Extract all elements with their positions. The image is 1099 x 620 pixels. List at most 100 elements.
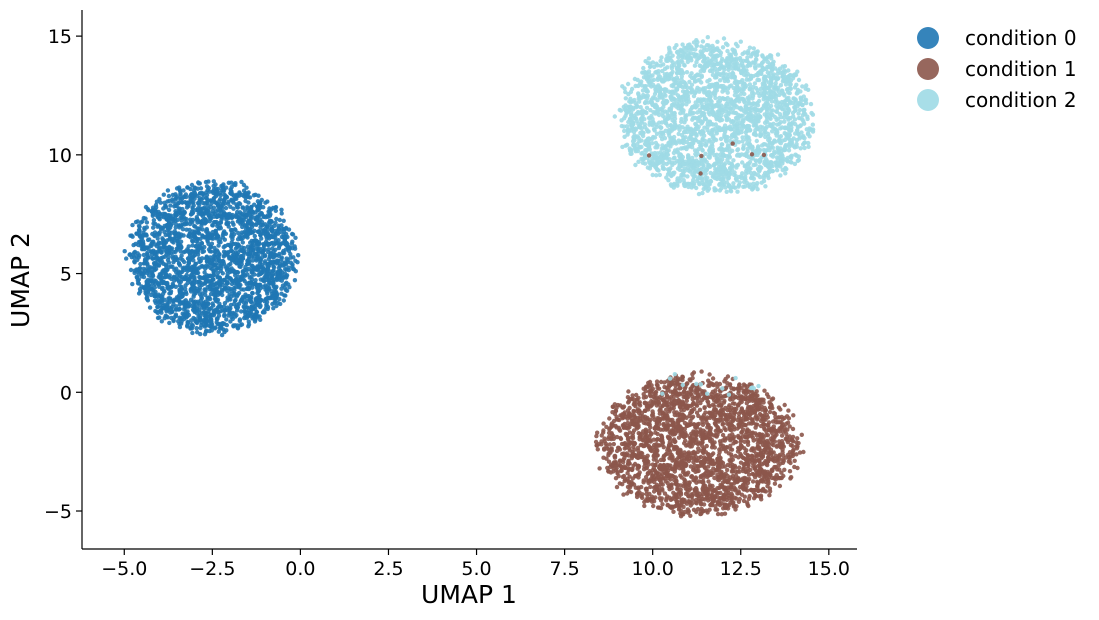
data-point (643, 438, 649, 443)
data-point (271, 306, 276, 311)
data-point (187, 227, 192, 233)
data-point (696, 464, 701, 470)
data-point (704, 491, 709, 496)
data-point (249, 274, 254, 279)
data-point (207, 262, 212, 267)
data-point (739, 443, 744, 449)
data-point (708, 460, 713, 465)
data-point (173, 192, 178, 197)
data-point (669, 401, 675, 407)
data-point (706, 383, 711, 388)
data-point (235, 237, 241, 242)
data-point (732, 439, 738, 444)
data-point (159, 319, 164, 324)
data-point (174, 186, 180, 191)
data-point (669, 482, 674, 487)
data-point (215, 233, 220, 238)
data-point (251, 245, 256, 250)
data-point (163, 313, 168, 318)
data-point (218, 240, 223, 245)
data-point (695, 506, 701, 512)
data-point (730, 432, 735, 437)
data-point (217, 198, 222, 204)
data-point (689, 409, 695, 414)
data-point (200, 190, 205, 196)
data-point (733, 395, 738, 400)
data-point (597, 466, 602, 471)
data-point (204, 273, 210, 278)
data-point (675, 445, 680, 451)
data-point (731, 387, 736, 392)
data-point (242, 305, 247, 310)
data-point (759, 413, 764, 418)
data-point (135, 281, 141, 286)
data-point (719, 469, 724, 475)
data-point (668, 389, 673, 394)
data-point (206, 231, 212, 236)
data-point (250, 250, 255, 256)
data-point (650, 477, 656, 482)
data-point (725, 421, 730, 426)
data-point (179, 300, 184, 305)
data-point (730, 419, 735, 424)
data-point (213, 228, 218, 234)
data-point (613, 467, 619, 473)
data-point (199, 241, 205, 246)
data-point (168, 203, 173, 208)
data-point (167, 221, 172, 227)
data-point (656, 505, 662, 510)
data-point (263, 277, 269, 283)
data-point (694, 395, 699, 400)
data-point (165, 257, 171, 263)
data-point (633, 403, 638, 409)
data-point (160, 300, 165, 306)
data-point (240, 270, 245, 275)
data-point (224, 328, 229, 333)
data-point (156, 231, 161, 236)
data-point (225, 242, 231, 248)
data-point (178, 256, 183, 261)
data-point (229, 234, 234, 239)
data-point (771, 424, 776, 429)
data-point (282, 235, 287, 240)
data-point (214, 317, 220, 322)
data-point (269, 226, 275, 232)
data-point (656, 400, 662, 405)
data-point (791, 451, 796, 457)
data-point (242, 295, 247, 300)
data-point (792, 458, 797, 463)
data-point (155, 310, 160, 316)
data-point (631, 418, 637, 423)
data-point (794, 440, 799, 445)
data-point (225, 251, 230, 256)
data-point (648, 425, 653, 430)
data-point (644, 404, 650, 409)
data-point (715, 410, 720, 415)
data-point (177, 307, 182, 312)
data-point (130, 234, 135, 239)
data-point (699, 448, 704, 453)
data-point (238, 247, 243, 253)
data-point (641, 467, 647, 472)
data-point (169, 264, 174, 269)
data-point (730, 468, 735, 473)
data-point (782, 467, 787, 472)
data-point (198, 313, 203, 319)
data-point (221, 230, 226, 236)
data-point (770, 467, 775, 472)
data-point (277, 251, 282, 257)
data-point (141, 230, 146, 235)
data-point (631, 409, 637, 414)
data-point (643, 401, 648, 406)
data-point (281, 250, 287, 256)
data-point (215, 214, 220, 219)
data-point (685, 510, 691, 515)
data-point (642, 454, 647, 460)
data-point (718, 393, 723, 399)
data-point (259, 250, 265, 255)
data-point (283, 293, 288, 298)
data-point (630, 430, 636, 436)
data-point (241, 287, 246, 292)
data-point (777, 483, 783, 489)
data-point (257, 256, 263, 262)
